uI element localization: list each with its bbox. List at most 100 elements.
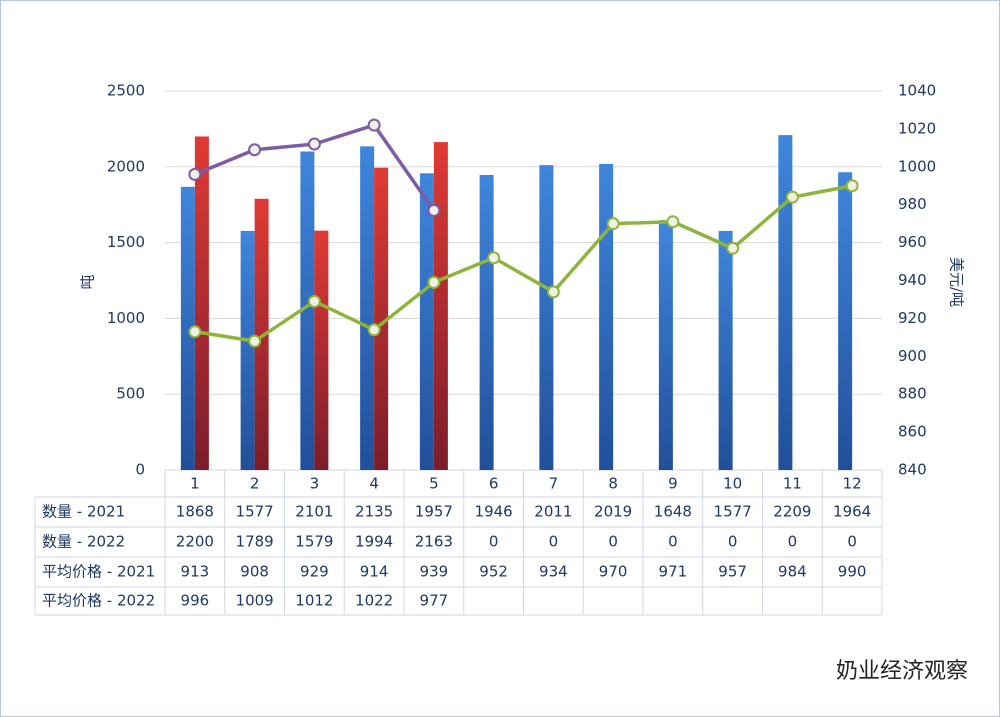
point	[248, 334, 262, 348]
table-cell: 913	[181, 563, 210, 581]
point	[307, 294, 321, 308]
table-cell: 2200	[176, 533, 214, 551]
point	[248, 143, 262, 157]
table-cell: 1648	[654, 503, 692, 521]
y-tick-label: 2500	[107, 82, 145, 100]
table-cell: 1579	[295, 533, 333, 551]
y2-tick-label: 980	[898, 195, 927, 213]
point	[367, 323, 381, 337]
point	[785, 190, 799, 204]
table-cell: 914	[360, 563, 389, 581]
line	[194, 184, 853, 343]
x-tick-label: 11	[783, 475, 802, 493]
y2-tick-label: 940	[898, 271, 927, 289]
bar	[718, 230, 733, 470]
bar	[194, 136, 209, 471]
y2-tick-label: 860	[898, 423, 927, 441]
bar	[838, 172, 853, 470]
table-cell: 2209	[773, 503, 811, 521]
table-cell: 1012	[295, 592, 333, 610]
bar	[479, 174, 494, 471]
x-tick-label: 2	[250, 475, 260, 493]
table-cell: 934	[539, 563, 568, 581]
legend-label: 数量 - 2022	[42, 533, 125, 551]
point	[606, 217, 620, 231]
table-cell: 0	[489, 533, 499, 551]
table-cell: 996	[181, 592, 210, 610]
bar	[180, 186, 195, 470]
y2-tick-label: 1040	[898, 82, 936, 100]
bar	[314, 230, 329, 470]
table-cell: 1957	[415, 503, 453, 521]
y2-tick-label: 900	[898, 347, 927, 365]
point	[188, 325, 202, 339]
y2-tick-label: 1000	[898, 157, 936, 175]
y-tick-label: 500	[116, 385, 145, 403]
x-tick-label: 6	[489, 475, 499, 493]
point	[487, 251, 501, 265]
table-cell: 1964	[833, 503, 871, 521]
y-axis-label: 吨	[79, 274, 97, 289]
y2-tick-label: 880	[898, 385, 927, 403]
table-cell: 1868	[176, 503, 214, 521]
point	[845, 179, 859, 193]
y2-tick-label: 920	[898, 309, 927, 327]
table-cell: 990	[838, 563, 867, 581]
x-tick-label: 8	[608, 475, 618, 493]
legend-label: 平均价格 - 2021	[42, 563, 155, 581]
y-tick-label: 1500	[107, 233, 145, 251]
y2-tick-label: 1020	[898, 119, 936, 137]
table-cell: 0	[549, 533, 559, 551]
table-cell: 1994	[355, 533, 393, 551]
y2-tick-label: 840	[898, 461, 927, 479]
table-cell: 0	[847, 533, 857, 551]
bar	[539, 165, 554, 471]
y2-axis-label: 美元/吨	[948, 257, 966, 307]
bar	[778, 135, 793, 470]
table-cell: 1022	[355, 592, 393, 610]
table-cell: 929	[300, 563, 329, 581]
bar	[360, 146, 375, 471]
table-cell: 1946	[475, 503, 513, 521]
bar	[599, 163, 614, 470]
table-cell: 1789	[236, 533, 274, 551]
table-cell: 0	[788, 533, 798, 551]
x-tick-label: 10	[723, 475, 742, 493]
table-cell: 908	[240, 563, 269, 581]
x-tick-label: 7	[549, 475, 559, 493]
table-cell: 0	[608, 533, 618, 551]
bar	[658, 220, 673, 470]
x-tick-label: 4	[369, 475, 379, 493]
x-tick-label: 3	[310, 475, 320, 493]
point	[546, 285, 560, 299]
table-cell: 1009	[236, 592, 274, 610]
point	[726, 241, 740, 255]
table-cell: 970	[599, 563, 628, 581]
bar	[240, 230, 255, 470]
point	[666, 215, 680, 229]
table-cell: 2019	[594, 503, 632, 521]
point	[427, 275, 441, 289]
bar	[419, 173, 434, 471]
table-cell: 2011	[534, 503, 572, 521]
table-cell: 0	[728, 533, 738, 551]
watermark: 奶业经济观察	[836, 659, 968, 684]
bar	[374, 167, 389, 470]
y-tick-label: 1000	[107, 309, 145, 327]
table-cell: 1577	[236, 503, 274, 521]
bar	[300, 151, 315, 470]
y-tick-label: 2000	[107, 157, 145, 175]
y2-tick-label: 960	[898, 233, 927, 251]
table-cell: 984	[778, 563, 807, 581]
y-tick-label: 0	[135, 461, 145, 479]
x-tick-label: 9	[668, 475, 678, 493]
table-cell: 2163	[415, 533, 453, 551]
legend-label: 平均价格 - 2022	[42, 592, 155, 610]
table-cell: 1577	[714, 503, 752, 521]
table-cell: 2135	[355, 503, 393, 521]
table-cell: 0	[668, 533, 678, 551]
table-cell: 2101	[295, 503, 333, 521]
point	[188, 167, 202, 181]
